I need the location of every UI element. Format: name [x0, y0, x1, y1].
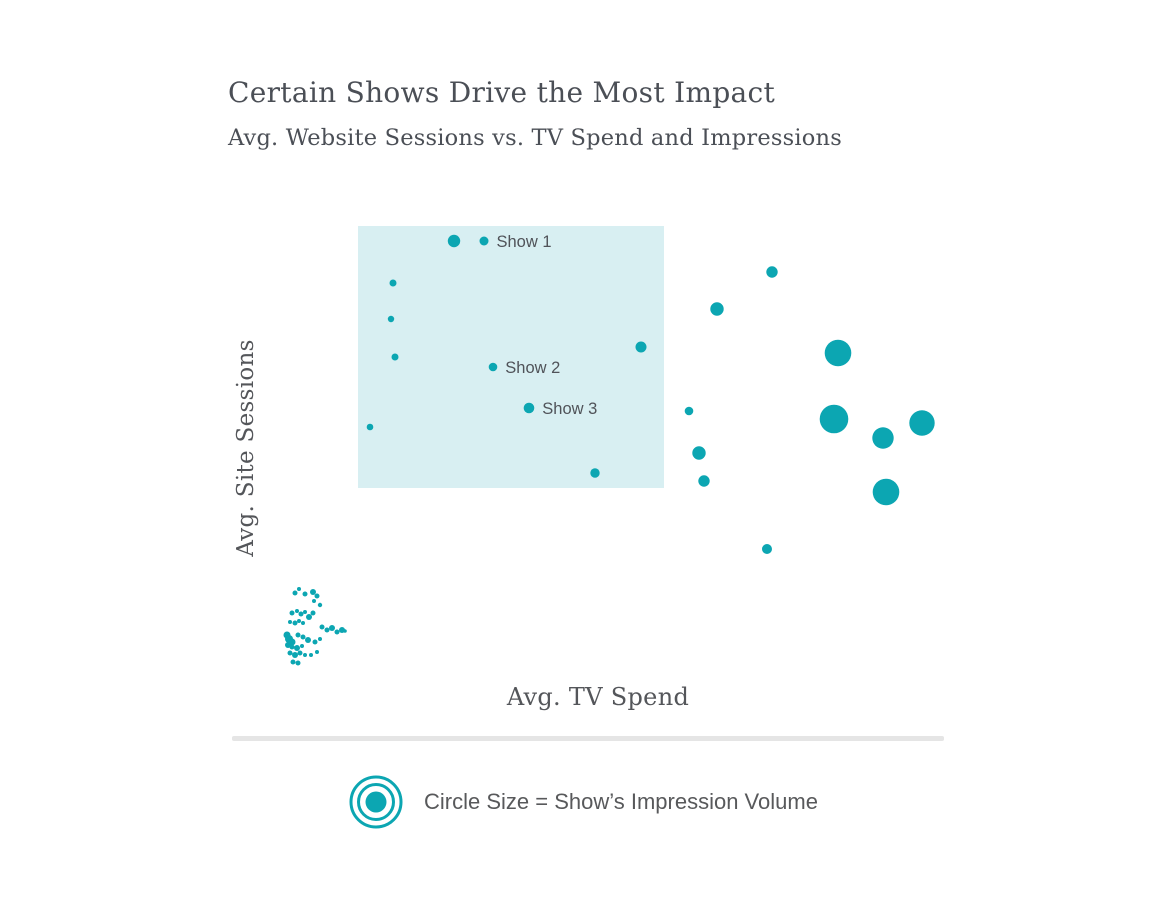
- data-point: [692, 446, 706, 460]
- data-point: [389, 279, 397, 287]
- cluster-data-point: [297, 650, 303, 656]
- cluster-data-point: [314, 593, 320, 599]
- cluster-data-point: [301, 621, 305, 625]
- data-point: [684, 406, 694, 416]
- data-point: [766, 266, 778, 278]
- cluster-data-point: [297, 619, 301, 623]
- data-point: [762, 544, 772, 554]
- data-point: [590, 468, 600, 478]
- data-point: [635, 341, 647, 353]
- point-label: Show 3: [542, 400, 597, 418]
- cluster-data-point: [306, 614, 312, 620]
- footer-divider: [232, 736, 944, 741]
- cluster-data-point: [298, 611, 304, 617]
- cluster-data-point: [295, 632, 301, 638]
- cluster-data-point: [329, 625, 335, 631]
- data-point: [698, 475, 710, 487]
- cluster-data-point: [309, 653, 313, 657]
- cluster-data-point: [300, 644, 304, 648]
- point-label: Show 2: [505, 359, 560, 377]
- data-point: [391, 353, 399, 361]
- cluster-data-point: [312, 599, 316, 603]
- legend-middle-ring: [357, 783, 395, 821]
- point-label: Show 1: [497, 233, 552, 251]
- chart-subtitle: Avg. Website Sessions vs. TV Spend and I…: [228, 125, 842, 151]
- cluster-data-point: [303, 610, 307, 614]
- data-point: [872, 427, 894, 449]
- cluster-data-point: [290, 659, 296, 665]
- cluster-data-point: [287, 650, 293, 656]
- labeled-data-point: [488, 362, 498, 372]
- cluster-data-point: [318, 637, 322, 641]
- data-point: [824, 339, 852, 367]
- cluster-data-point: [292, 590, 298, 596]
- cluster-data-point: [312, 639, 318, 645]
- cluster-data-point: [310, 610, 316, 616]
- cluster-data-point: [288, 620, 292, 624]
- cluster-data-point: [300, 634, 306, 640]
- cluster-data-point: [292, 620, 298, 626]
- cluster-data-point: [302, 591, 308, 597]
- data-point: [366, 423, 374, 431]
- cluster-data-point: [317, 602, 323, 608]
- cluster-data-point: [324, 627, 330, 633]
- highlight-region: [358, 226, 664, 488]
- labeled-data-point: [523, 402, 535, 414]
- impression-volume-icon: [349, 775, 403, 829]
- data-point: [710, 302, 724, 316]
- data-point: [872, 478, 900, 506]
- legend-label: Circle Size = Show’s Impression Volume: [424, 789, 818, 814]
- cluster-data-point: [285, 642, 291, 648]
- cluster-data-point: [315, 650, 319, 654]
- legend-center-dot: [365, 791, 387, 813]
- data-point: [447, 234, 461, 248]
- labeled-data-point: [479, 236, 489, 246]
- cluster-data-point: [295, 660, 301, 666]
- scatter-plot: Show 1 Show 2 Show 3: [283, 226, 935, 666]
- cluster-data-point: [289, 610, 295, 616]
- cluster-data-point: [292, 652, 298, 658]
- data-point: [387, 315, 395, 323]
- cluster-data-point: [303, 653, 307, 657]
- cluster-data-point: [295, 609, 299, 613]
- cluster-data-point: [297, 587, 301, 591]
- legend-outer-ring: [349, 775, 403, 829]
- chart-title: Certain Shows Drive the Most Impact: [228, 76, 776, 109]
- data-point: [909, 410, 935, 436]
- x-axis-label: Avg. TV Spend: [506, 683, 690, 711]
- cluster-data-point: [334, 629, 340, 635]
- cluster-data-point: [343, 629, 347, 633]
- cluster-data-point: [289, 644, 295, 650]
- data-point: [819, 404, 849, 434]
- cluster-data-point: [319, 624, 325, 630]
- cluster-data-point: [305, 637, 311, 643]
- cluster-data-point: [310, 589, 316, 595]
- cluster-data-point: [294, 645, 300, 651]
